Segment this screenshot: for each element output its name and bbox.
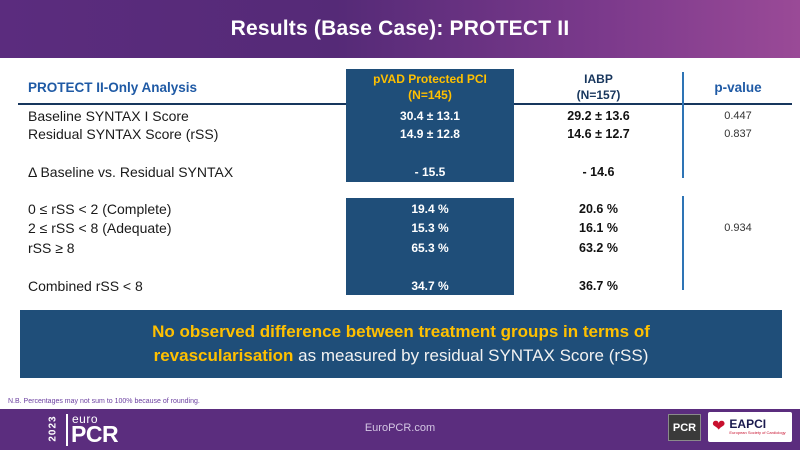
iabp-header-line1: IABP <box>584 72 613 86</box>
eapci-name: EAPCI <box>729 417 767 431</box>
iabp-value: 29.2 ± 13.6 <box>567 109 630 123</box>
iabp-value: 16.1 % <box>579 221 618 235</box>
summary-line2: revascularisation as measured by residua… <box>154 344 649 368</box>
row-label: Residual SYNTAX Score (rSS) <box>28 126 219 142</box>
row-label: 0 ≤ rSS < 2 (Complete) <box>28 201 172 217</box>
eapci-subtext: European Society of Cardiology <box>729 430 786 435</box>
pvad-header-line1: pVAD Protected PCI <box>373 72 487 86</box>
pvalue-separator-top <box>682 72 684 178</box>
pvalue-separator-bottom <box>682 196 684 290</box>
group-p-value: 0.934 <box>724 222 752 234</box>
pvalue-column-header: p-value <box>714 80 762 95</box>
table-row-rss-ge-8: rSS ≥ 8 65.3 % 63.2 % <box>0 238 800 258</box>
pvad-value: 65.3 % <box>411 241 449 255</box>
table-row-residual: Residual SYNTAX Score (rSS) 14.9 ± 12.8 … <box>0 124 800 144</box>
europcr-logo-year: 2023 <box>47 415 59 442</box>
pvad-value: 14.9 ± 12.8 <box>400 127 460 141</box>
summary-line2-rest: as measured by residual SYNTAX Score (rS… <box>293 346 649 365</box>
p-value: 0.447 <box>724 110 752 122</box>
iabp-column-header: IABP (N=157) <box>514 71 683 103</box>
row-label: Baseline SYNTAX I Score <box>28 108 189 124</box>
footnote: N.B. Percentages may not sum to 100% bec… <box>8 398 200 405</box>
row-label: 2 ≤ rSS < 8 (Adequate) <box>28 220 172 236</box>
europcr-logo-divider <box>66 414 68 446</box>
eapci-heart-icon: ❤ <box>712 418 726 435</box>
pvad-value: - 15.5 <box>414 165 446 179</box>
p-value: 0.837 <box>724 128 752 140</box>
table-row-baseline: Baseline SYNTAX I Score 30.4 ± 13.1 29.2… <box>0 106 800 126</box>
summary-line2-highlight: revascularisation <box>153 346 294 365</box>
pvad-header-line2: (N=145) <box>408 88 452 102</box>
summary-line1: No observed difference between treatment… <box>152 322 650 341</box>
table-row-adequate: 2 ≤ rSS < 8 (Adequate) 15.3 % 16.1 % <box>0 218 800 238</box>
iabp-value: 20.6 % <box>579 202 618 216</box>
summary-box: No observed difference between treatment… <box>20 310 782 378</box>
pvad-column-box-bottom <box>346 198 514 295</box>
eapci-text: EAPCI European Society of Cardiology <box>729 418 785 436</box>
pvad-value: 34.7 % <box>411 279 449 293</box>
europcr-logo-pcr: PCR <box>71 421 119 447</box>
iabp-value: 63.2 % <box>579 241 618 255</box>
pcr-badge: PCR <box>668 414 701 441</box>
table-row-delta: Δ Baseline vs. Residual SYNTAX - 15.5 - … <box>0 162 800 182</box>
eapci-badge: ❤ EAPCI European Society of Cardiology <box>708 412 792 442</box>
pvad-column-header: pVAD Protected PCI (N=145) <box>346 71 514 103</box>
table-row-combined: Combined rSS < 8 34.7 % 36.7 % <box>0 276 800 296</box>
iabp-value: 36.7 % <box>579 279 618 293</box>
table-row-complete: 0 ≤ rSS < 2 (Complete) 19.4 % 20.6 % <box>0 199 800 219</box>
footer-url: EuroPCR.com <box>364 422 436 434</box>
pvad-value: 30.4 ± 13.1 <box>400 109 460 123</box>
table-corner-label: PROTECT II-Only Analysis <box>28 80 198 95</box>
europcr-logo-euro: euro <box>72 412 99 426</box>
row-label: Δ Baseline vs. Residual SYNTAX <box>28 164 234 180</box>
iabp-value: 14.6 ± 12.7 <box>567 127 630 141</box>
row-label: Combined rSS < 8 <box>28 278 143 294</box>
iabp-header-line2: (N=157) <box>576 88 621 102</box>
title-bar: Results (Base Case): PROTECT II <box>0 0 800 58</box>
pvad-value: 19.4 % <box>411 202 449 216</box>
footer-bar: 2023 euro PCR EuroPCR.com PCR ❤ EAPCI Eu… <box>0 409 800 450</box>
iabp-value: - 14.6 <box>582 165 615 179</box>
row-label: rSS ≥ 8 <box>28 240 75 256</box>
slide-title: Results (Base Case): PROTECT II <box>230 17 570 40</box>
pvad-column-box-top <box>346 69 514 182</box>
pvad-value: 15.3 % <box>411 221 449 235</box>
